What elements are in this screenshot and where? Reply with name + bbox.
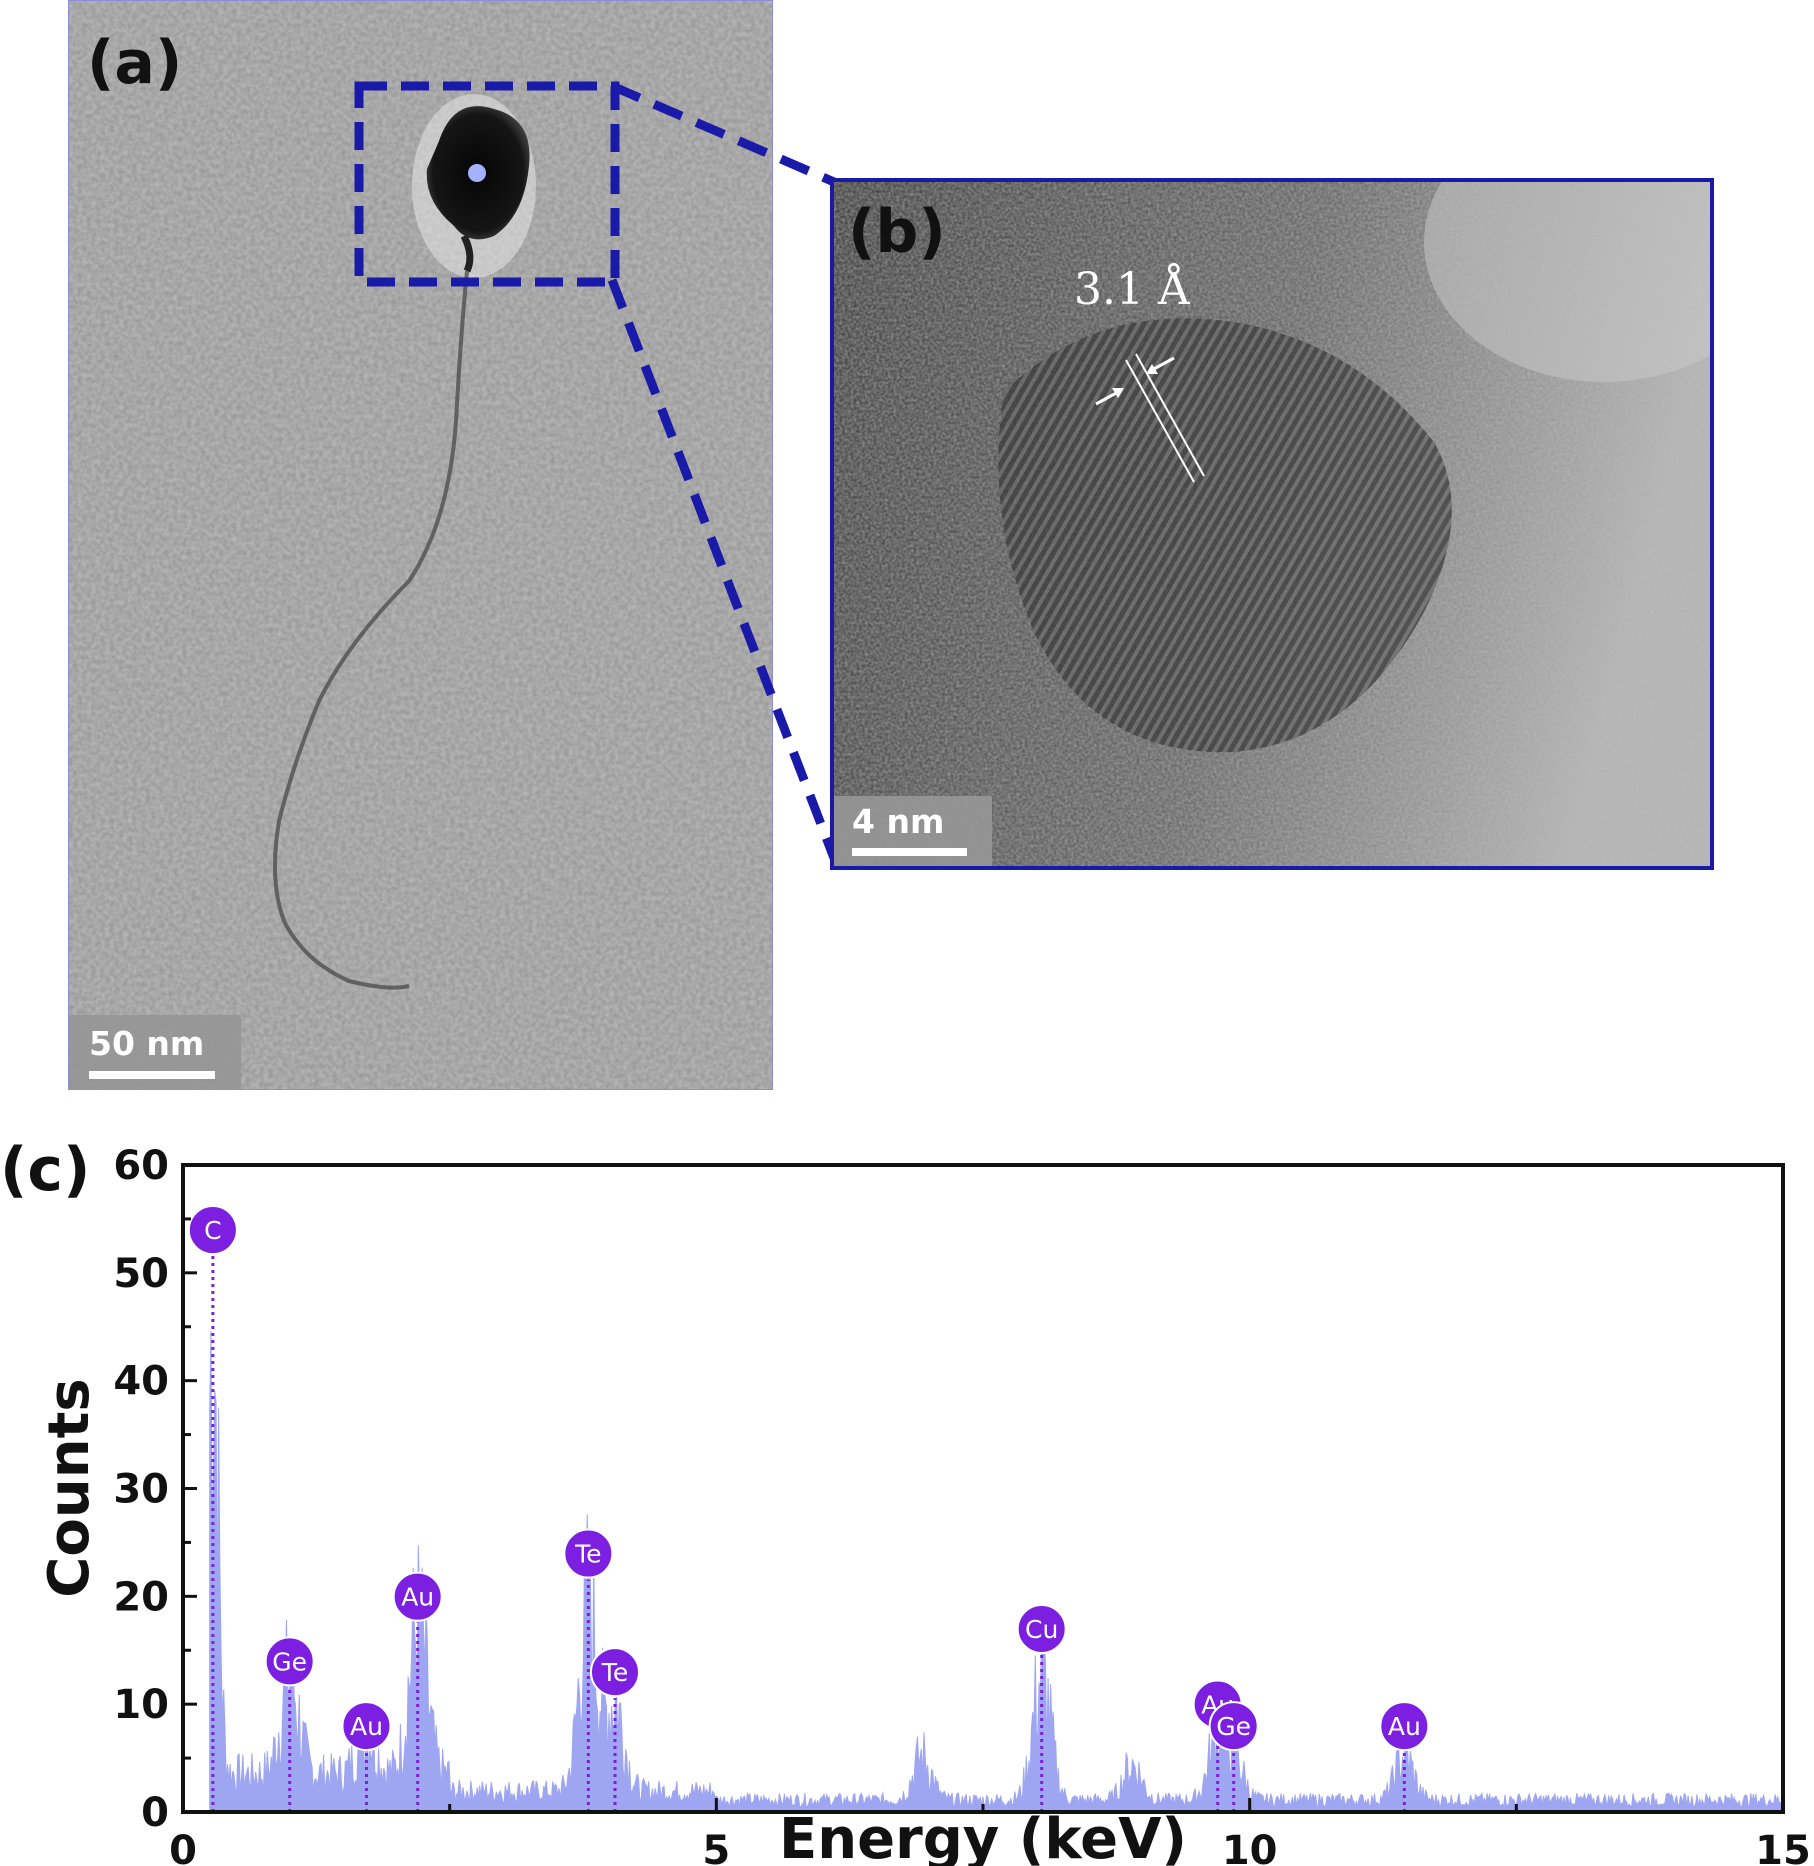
peak-label-3: Au xyxy=(401,1583,434,1612)
peak-label-4: Te xyxy=(574,1540,601,1569)
y-axis-ticks: 0 10 20 30 40 50 60 xyxy=(113,1143,197,1836)
y-tick-label-6: 60 xyxy=(113,1143,169,1189)
scalebar-a-bar xyxy=(89,1071,215,1079)
tem-image-panel-a: (a) 50 nm xyxy=(68,0,773,1090)
spectrum-fill xyxy=(209,1330,1784,1813)
crystal-lattice-fringes xyxy=(998,318,1452,753)
peak-label-9: Au xyxy=(1388,1712,1421,1741)
x-axis-ticks: 0 5 10 15 xyxy=(169,1798,1811,1866)
y-tick-label-3: 30 xyxy=(113,1467,169,1513)
peak-label-0: C xyxy=(204,1216,221,1245)
x-axis-label: Energy (keV) xyxy=(779,1807,1187,1866)
panel-label-c: (c) xyxy=(0,1135,91,1205)
y-tick-label-5: 50 xyxy=(113,1251,169,1297)
peak-label-6: Cu xyxy=(1025,1615,1058,1644)
peak-marker-6 xyxy=(1016,1604,1067,1655)
inset-box xyxy=(354,81,620,287)
spectrum-area xyxy=(209,1330,1784,1813)
zoom-connector-lines xyxy=(607,81,839,860)
panel-label-a: (a) xyxy=(87,28,183,98)
peak-marker-4 xyxy=(563,1528,614,1579)
x-tick-label-1: 5 xyxy=(702,1828,730,1866)
nanowire xyxy=(273,270,469,990)
peak-marker-9 xyxy=(1379,1701,1430,1752)
x-tick-label-2: 10 xyxy=(1222,1828,1278,1866)
hrtem-image-panel-b: (b) 3.1 Å 4 nm xyxy=(830,178,1714,870)
y-tick-label-2: 20 xyxy=(113,1574,169,1620)
x-tick-label-3: 15 xyxy=(1755,1828,1811,1866)
y-tick-label-4: 40 xyxy=(113,1359,169,1405)
peak-marker-3 xyxy=(392,1571,443,1622)
y-tick-label-1: 10 xyxy=(113,1682,169,1728)
peak-marker-8 xyxy=(1208,1701,1259,1752)
peak-marker-1 xyxy=(264,1636,315,1687)
peak-marker-5 xyxy=(590,1647,640,1698)
peak-marker-0 xyxy=(187,1205,238,1256)
panel-label-b: (b) xyxy=(848,197,946,267)
tem-image-a-graphic xyxy=(69,1,772,1089)
scalebar-a-label: 50 nm xyxy=(89,1024,205,1063)
peak-label-1: Ge xyxy=(272,1647,307,1676)
hrtem-image-b-graphic xyxy=(834,182,1710,866)
peak-label-5: Te xyxy=(601,1658,628,1687)
scalebar-b-bar xyxy=(852,848,967,856)
scalebar-b-label: 4 nm xyxy=(852,802,945,841)
peak-label-2: Au xyxy=(350,1712,383,1741)
probe-spot xyxy=(468,164,486,182)
peak-marker-2 xyxy=(341,1701,392,1752)
y-tick-label-0: 0 xyxy=(141,1790,169,1836)
y-axis-label: Counts xyxy=(37,1378,102,1597)
x-tick-label-0: 0 xyxy=(169,1828,197,1866)
peak-label-8: Ge xyxy=(1216,1712,1251,1741)
lattice-spacing-label: 3.1 Å xyxy=(1074,264,1190,315)
